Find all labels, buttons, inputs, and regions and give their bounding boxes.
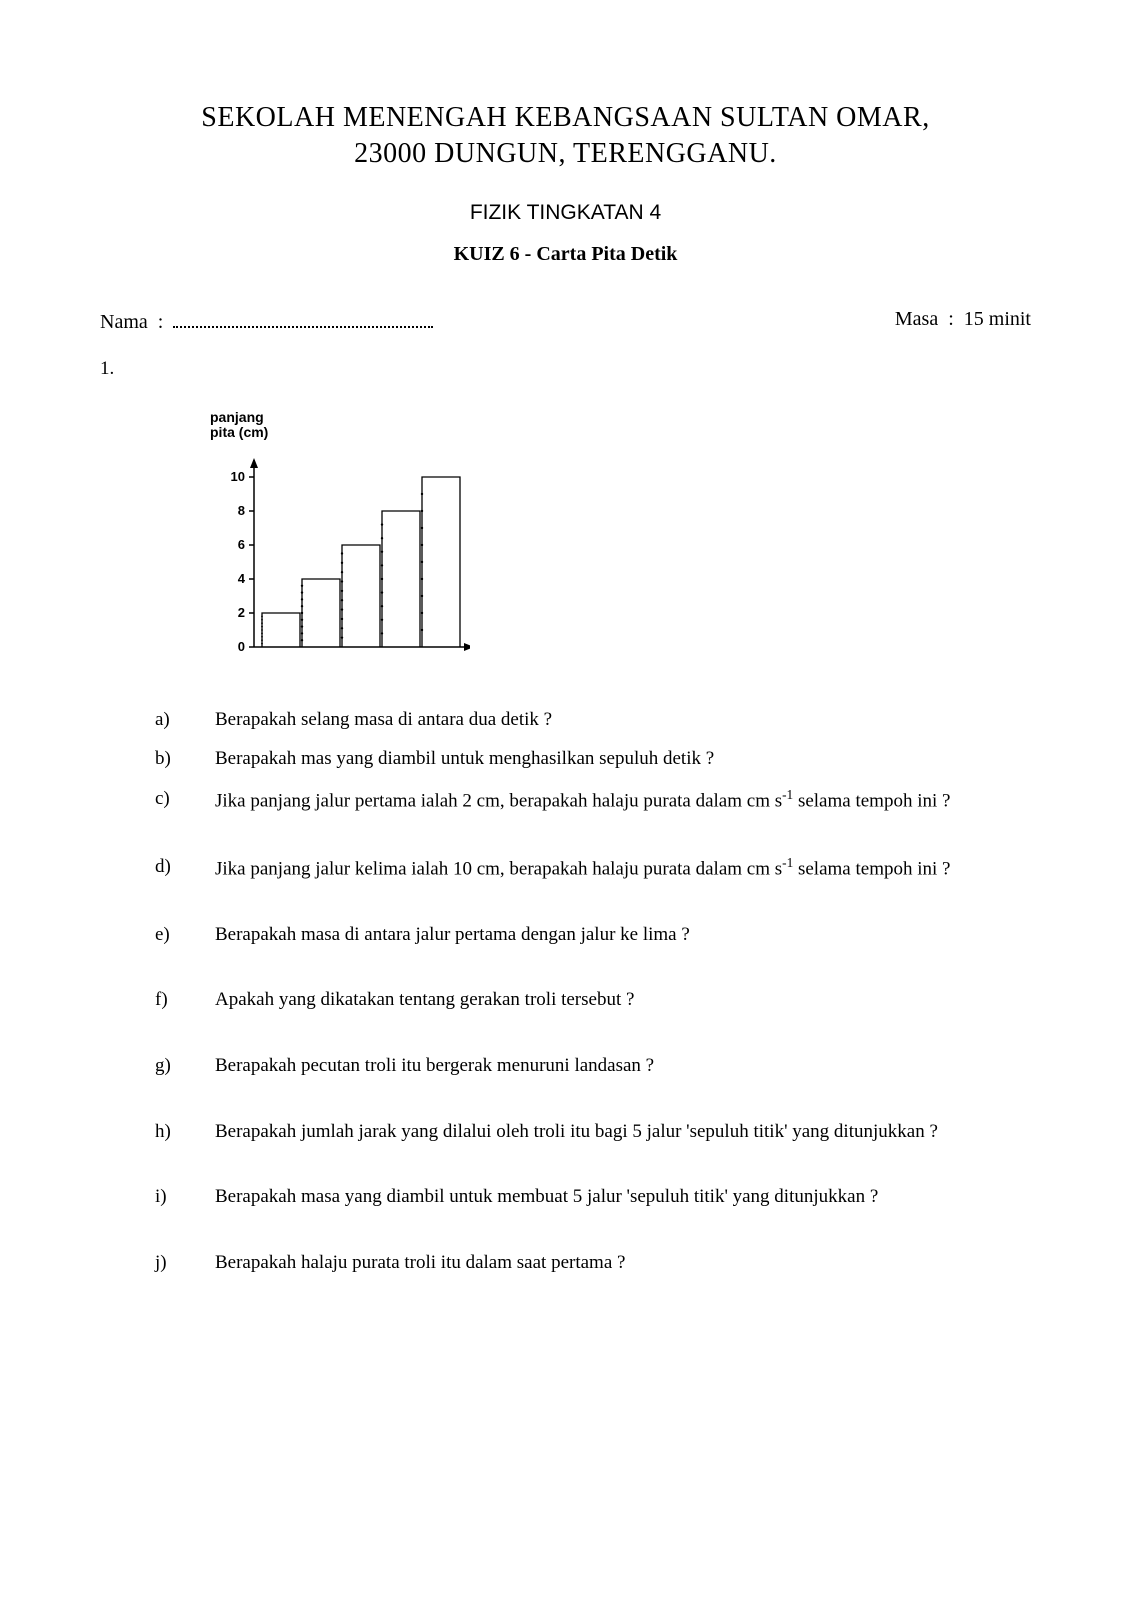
- question-text: Jika panjang jalur pertama ialah 2 cm, b…: [215, 786, 1031, 814]
- question-text: Berapakah selang masa di antara dua deti…: [215, 707, 1031, 733]
- question-row: b)Berapakah mas yang diambil untuk mengh…: [155, 746, 1031, 772]
- question-label: a): [155, 707, 215, 733]
- school-name-line1: SEKOLAH MENENGAH KEBANGSAAN SULTAN OMAR,: [100, 100, 1031, 136]
- question-text: Apakah yang dikatakan tentang gerakan tr…: [215, 987, 1031, 1013]
- time-field: Masa : 15 minit: [895, 308, 1031, 334]
- svg-text:2: 2: [238, 605, 245, 620]
- question-label: d): [155, 854, 215, 882]
- question-text: Berapakah masa yang diambil untuk membua…: [215, 1184, 1031, 1210]
- time-label: Masa: [895, 308, 938, 331]
- svg-text:10: 10: [231, 469, 245, 484]
- question-text: Jika panjang jalur kelima ialah 10 cm, b…: [215, 854, 1031, 882]
- question-text: Berapakah mas yang diambil untuk menghas…: [215, 746, 1031, 772]
- question-row: h)Berapakah jumlah jarak yang dilalui ol…: [155, 1119, 1031, 1145]
- time-value: 15 minit: [964, 308, 1031, 331]
- svg-text:4: 4: [238, 571, 246, 586]
- question-row: e)Berapakah masa di antara jalur pertama…: [155, 922, 1031, 948]
- question-label: e): [155, 922, 215, 948]
- question-label: g): [155, 1053, 215, 1079]
- school-name-line2: 23000 DUNGUN, TERENGGANU.: [100, 136, 1031, 172]
- question-label: b): [155, 746, 215, 772]
- question-row: a)Berapakah selang masa di antara dua de…: [155, 707, 1031, 733]
- svg-text:6: 6: [238, 537, 245, 552]
- question-label: j): [155, 1250, 215, 1276]
- subject-level: FIZIK TINGKATAN 4: [100, 201, 1031, 225]
- question-text: Berapakah jumlah jarak yang dilalui oleh…: [215, 1119, 1031, 1145]
- question-row: i)Berapakah masa yang diambil untuk memb…: [155, 1184, 1031, 1210]
- meta-row: Nama : Masa : 15 minit: [100, 308, 1031, 334]
- svg-text:0: 0: [238, 639, 245, 654]
- chart-y-axis-label: panjang pita (cm): [210, 410, 1031, 441]
- question-label: f): [155, 987, 215, 1013]
- quiz-title: KUIZ 6 - Carta Pita Detik: [100, 243, 1031, 266]
- colon: :: [948, 308, 954, 331]
- question-text: Berapakah pecutan troli itu bergerak men…: [215, 1053, 1031, 1079]
- question-row: g)Berapakah pecutan troli itu bergerak m…: [155, 1053, 1031, 1079]
- document-header: SEKOLAH MENENGAH KEBANGSAAN SULTAN OMAR,…: [100, 100, 1031, 266]
- question-list: a)Berapakah selang masa di antara dua de…: [155, 707, 1031, 1276]
- question-label: h): [155, 1119, 215, 1145]
- ticker-tape-chart: 0 2 4 6 8 10: [210, 447, 470, 667]
- svg-text:8: 8: [238, 503, 245, 518]
- name-label: Nama: [100, 311, 148, 334]
- colon: :: [158, 311, 164, 334]
- question-text: Berapakah halaju purata troli itu dalam …: [215, 1250, 1031, 1276]
- question-row: f)Apakah yang dikatakan tentang gerakan …: [155, 987, 1031, 1013]
- question-label: c): [155, 786, 215, 814]
- question-row: d)Jika panjang jalur kelima ialah 10 cm,…: [155, 854, 1031, 882]
- question-number: 1.: [100, 358, 1031, 380]
- question-row: j)Berapakah halaju purata troli itu dala…: [155, 1250, 1031, 1276]
- name-blank-line: [173, 308, 433, 328]
- question-text: Berapakah masa di antara jalur pertama d…: [215, 922, 1031, 948]
- question-row: c)Jika panjang jalur pertama ialah 2 cm,…: [155, 786, 1031, 814]
- question-label: i): [155, 1184, 215, 1210]
- name-field: Nama :: [100, 308, 433, 334]
- ticker-tape-chart-region: panjang pita (cm) 0 2 4 6 8 10: [210, 410, 1031, 667]
